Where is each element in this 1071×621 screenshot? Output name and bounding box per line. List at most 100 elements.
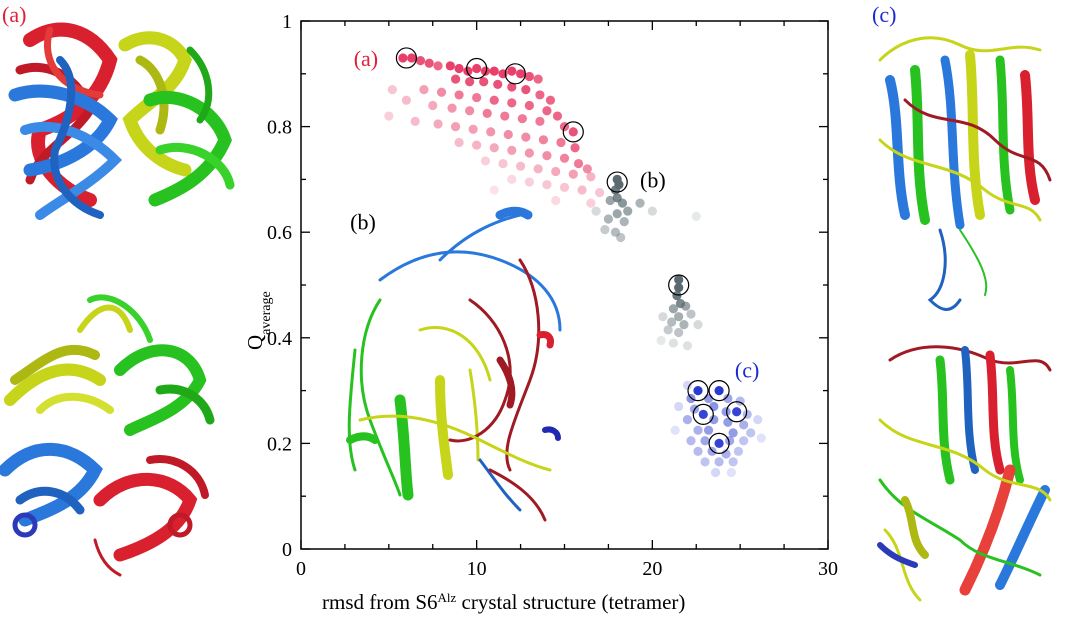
data-point-b bbox=[617, 198, 628, 208]
data-point-b bbox=[674, 312, 684, 322]
circled-point bbox=[562, 121, 584, 143]
data-point-a bbox=[524, 100, 534, 111]
data-point-c bbox=[739, 420, 749, 430]
scatter-plot: 0 10 20 30 0 0.2 0.4 0.6 0.8 1 (a) (b) (b) (c) bbox=[267, 11, 838, 580]
data-point-a bbox=[472, 92, 482, 103]
data-point-c bbox=[686, 436, 696, 446]
data-point-b bbox=[605, 195, 615, 206]
data-point-a bbox=[535, 116, 545, 126]
data-point-c bbox=[714, 438, 724, 448]
data-point-c bbox=[693, 425, 703, 435]
data-point-a bbox=[387, 85, 397, 95]
data-point-b bbox=[679, 320, 689, 330]
circled-point bbox=[692, 403, 714, 425]
data-point-c bbox=[714, 386, 724, 396]
y-axis-label-sub: average bbox=[259, 291, 274, 335]
data-point-a bbox=[433, 119, 443, 129]
data-point-a bbox=[415, 56, 426, 66]
circled-point bbox=[668, 274, 690, 296]
y-axis-label: Qaverage bbox=[243, 291, 274, 350]
data-point-a bbox=[507, 98, 517, 108]
data-point-a bbox=[465, 106, 475, 116]
cluster-annotation: (b) bbox=[350, 210, 376, 235]
data-point-a bbox=[480, 66, 491, 76]
data-point-a bbox=[521, 85, 531, 95]
data-point-a bbox=[401, 95, 411, 105]
y-tick-label: 0.2 bbox=[267, 433, 292, 455]
y-tick-label: 0.6 bbox=[267, 222, 292, 244]
data-point-a bbox=[410, 116, 420, 126]
circled-point bbox=[466, 57, 488, 80]
data-point-a bbox=[498, 158, 508, 169]
molecule-top-left bbox=[8, 22, 235, 220]
data-point-b bbox=[612, 209, 622, 219]
y-axis-label-main: Q bbox=[243, 335, 267, 350]
data-point-a bbox=[450, 74, 461, 84]
molecule-top-right bbox=[878, 36, 1052, 311]
data-point-a bbox=[479, 77, 489, 87]
data-point-b bbox=[682, 341, 693, 351]
data-point-a bbox=[489, 185, 499, 195]
data-point-a bbox=[556, 137, 566, 148]
data-point-b bbox=[674, 283, 684, 293]
data-point-b bbox=[610, 227, 621, 237]
data-point-c bbox=[709, 415, 719, 425]
data-point-a bbox=[480, 156, 491, 166]
data-point-c bbox=[682, 380, 693, 390]
data-point-a bbox=[582, 164, 592, 174]
data-point-a bbox=[450, 122, 461, 132]
data-point-c bbox=[726, 467, 736, 478]
circled-point bbox=[395, 47, 417, 69]
data-point-c bbox=[728, 457, 738, 467]
x-tick-label: 0 bbox=[296, 558, 306, 580]
data-point-c bbox=[756, 433, 766, 443]
data-point-c bbox=[700, 457, 710, 467]
cluster-annotation: (c) bbox=[735, 357, 759, 382]
data-point-a bbox=[489, 66, 499, 76]
data-point-a bbox=[586, 172, 596, 182]
data-point-c bbox=[714, 457, 724, 467]
data-point-b bbox=[668, 304, 679, 314]
data-point-c bbox=[723, 393, 733, 404]
cluster-annotation: (a) bbox=[354, 46, 378, 71]
data-point-a bbox=[424, 58, 434, 68]
data-point-a bbox=[524, 71, 534, 82]
data-point-a bbox=[454, 63, 464, 74]
data-point-b bbox=[600, 224, 610, 235]
data-point-c bbox=[728, 428, 738, 438]
data-point-b bbox=[616, 232, 626, 243]
x-axis-label-suffix: crystal structure (tetramer) bbox=[456, 590, 685, 614]
y-tick-label: 0.4 bbox=[267, 328, 292, 350]
data-points bbox=[384, 47, 766, 478]
data-point-b bbox=[591, 206, 601, 216]
data-point-a bbox=[573, 158, 584, 169]
data-point-a bbox=[465, 77, 475, 87]
circled-point bbox=[708, 380, 730, 402]
data-point-a bbox=[419, 85, 429, 95]
data-point-a bbox=[577, 185, 587, 195]
x-tick-label: 30 bbox=[818, 558, 838, 580]
data-point-b bbox=[667, 317, 677, 327]
data-point-b bbox=[635, 198, 645, 208]
data-point-c bbox=[693, 446, 703, 456]
data-point-a bbox=[482, 108, 492, 118]
y-tick-label: 0.8 bbox=[267, 117, 292, 139]
data-point-a bbox=[489, 143, 499, 153]
data-point-a bbox=[468, 124, 478, 134]
data-point-b bbox=[656, 335, 666, 346]
data-point-a bbox=[595, 188, 605, 198]
data-point-a bbox=[542, 151, 552, 161]
cluster-annotation: (b) bbox=[640, 167, 666, 192]
data-point-b bbox=[647, 206, 657, 216]
data-point-a bbox=[407, 53, 417, 63]
data-point-a bbox=[447, 103, 457, 113]
data-point-c bbox=[703, 393, 714, 404]
data-point-a bbox=[533, 74, 543, 84]
molecule-bottom-right bbox=[877, 345, 1052, 602]
x-axis-label: rmsd from S6Alz crystal structure (tetra… bbox=[322, 590, 685, 615]
data-point-c bbox=[703, 425, 714, 435]
data-point-a bbox=[472, 140, 482, 150]
data-point-a bbox=[559, 153, 570, 163]
y-tick-label: 1 bbox=[282, 11, 292, 33]
data-point-b bbox=[691, 211, 701, 221]
